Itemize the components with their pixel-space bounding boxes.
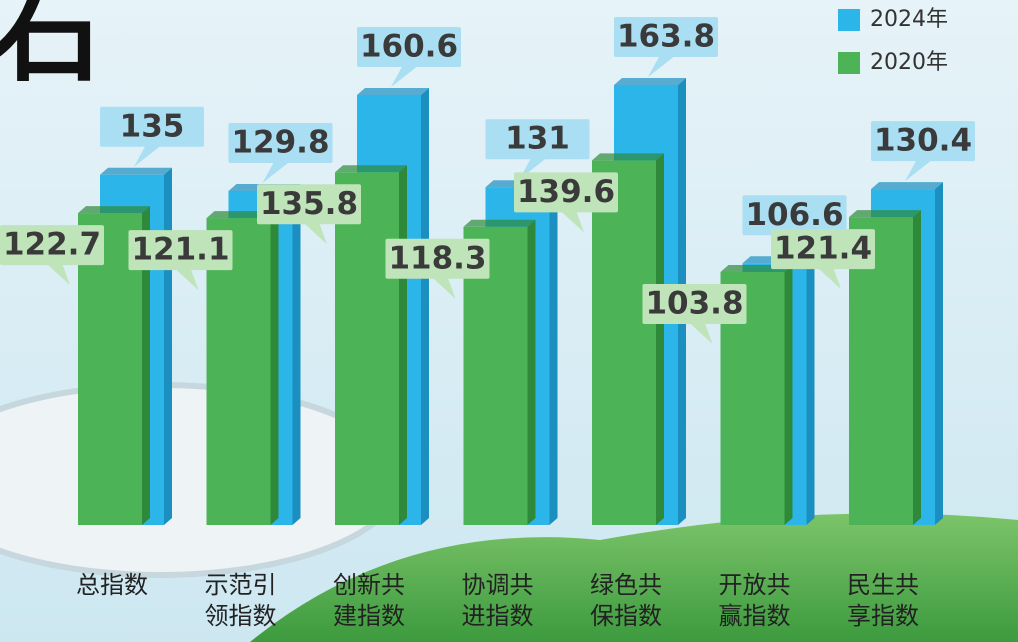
label-box [485,119,590,160]
bar-side [421,87,429,526]
label-pointer [648,55,676,77]
x-tick-line: 协调共 [462,571,534,599]
label-box [385,238,490,279]
label-box [100,106,204,147]
bar-side [656,153,664,525]
bar-side [913,210,921,525]
bar-top [614,78,686,85]
x-tick-label: 示范引领指数 [205,571,277,630]
bar-top [78,206,150,214]
x-tick-label: 创新共建指数 [333,571,405,630]
value-label: 129.8 [231,124,329,160]
bar-top [357,87,429,95]
label-box [257,184,361,225]
x-tick-label: 民生共享指数 [847,571,919,630]
legend-swatch [838,9,860,31]
bar-top [463,219,536,227]
label-pointer [431,276,456,299]
x-tick-line: 赢指数 [719,602,791,630]
x-tick-line: 进指数 [462,602,534,630]
value-label: 121.1 [131,232,229,268]
label-pointer [46,263,70,286]
bar-side [270,211,279,525]
bar [335,172,399,525]
bar-top [871,182,943,190]
x-tick-line: 享指数 [847,602,919,630]
x-tick-line: 开放共 [719,571,791,599]
value-label: 160.6 [360,28,458,64]
x-tick-line: 总指数 [76,571,148,599]
value-label: 121.4 [774,231,872,267]
label-pointer [560,210,584,233]
value-label: 106.6 [745,197,843,233]
bar-side [292,183,301,525]
bar-side [399,165,407,525]
label-box [0,225,104,266]
value-label: 139.6 [517,174,615,210]
legend-label: 2024年 [870,7,948,32]
bar-top [849,210,921,218]
label-box [871,121,975,162]
label-box [128,230,233,271]
bar-side [806,256,815,525]
label-pointer [174,268,199,291]
value-label: 122.7 [3,227,101,263]
x-tick-label: 总指数 [76,571,148,599]
bar-side [164,167,172,525]
bar-side [527,219,536,525]
grass [250,513,1018,642]
value-label: 135.8 [260,186,358,222]
bar [592,160,656,525]
bar-side [784,265,793,525]
value-label: 135 [120,108,185,144]
label-pointer [303,222,327,245]
bar-top [335,165,407,173]
label-pointer [134,144,162,167]
chart-title: 石 [0,0,102,96]
label-box [614,17,718,57]
bar-top [592,153,664,161]
value-label: 130.4 [874,123,972,159]
x-tick-label: 开放共赢指数 [719,571,791,630]
value-label: 131 [505,121,570,157]
x-tick-line: 示范引 [205,571,277,599]
label-box [642,284,747,324]
x-tick-label: 协调共进指数 [462,571,534,630]
value-label: 118.3 [388,240,486,276]
label-pointer [817,267,841,290]
label-box [771,229,875,270]
x-tick-line: 领指数 [205,602,277,630]
label-box [357,26,461,67]
legend-label: 2020年 [870,50,948,75]
label-box [742,195,847,236]
label-box [514,172,618,213]
value-label: 103.8 [645,286,743,322]
label-pointer [688,322,713,344]
x-tick-line: 创新共 [333,571,405,599]
x-tick-line: 绿色共 [590,571,662,599]
label-pointer [905,159,933,182]
bar-side [935,182,943,525]
label-box [228,122,333,163]
x-tick-line: 民生共 [847,571,919,599]
bar-top [100,167,172,175]
bar-side [549,180,558,525]
label-pointer [262,160,291,183]
x-tick-line: 建指数 [333,602,405,630]
x-tick-label: 绿色共保指数 [590,571,662,630]
legend-swatch [838,52,860,74]
plot: 2024年 2020年 135 122.7 总指数 129.8 121.1 示范引领指数 160… [0,7,975,630]
label-pointer [391,64,419,87]
bar-side [142,206,150,525]
value-label: 163.8 [617,19,715,55]
x-tick-line: 保指数 [590,602,662,630]
